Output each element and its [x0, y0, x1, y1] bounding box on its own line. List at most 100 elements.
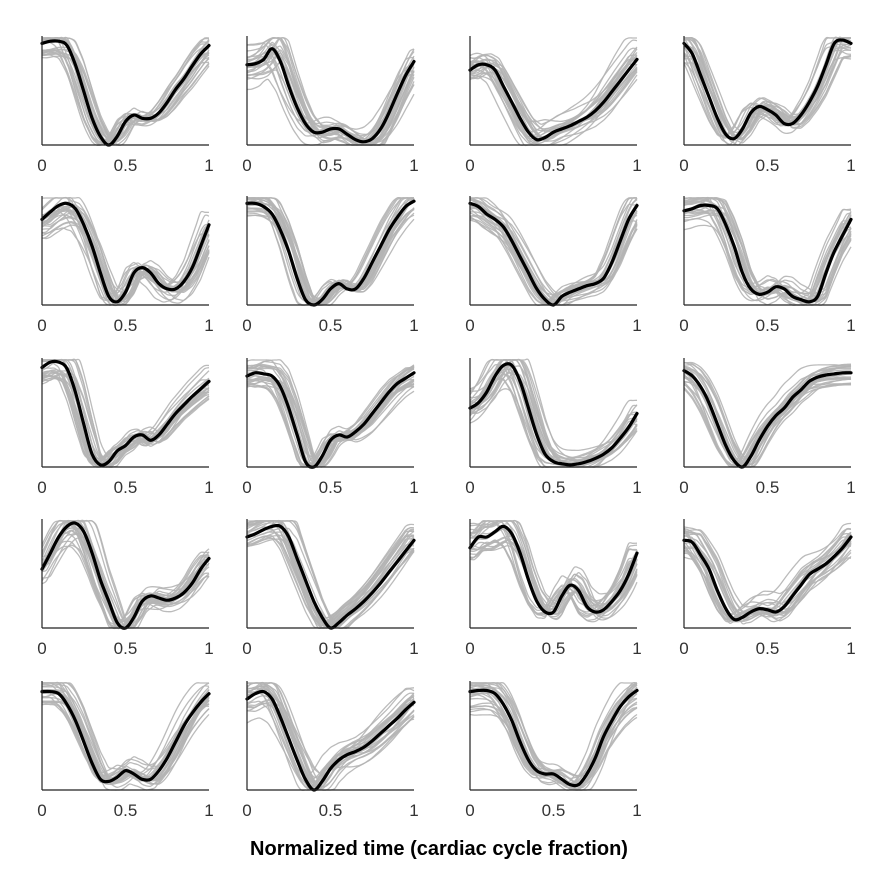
individual-trace [469, 197, 638, 305]
individual-trace [41, 49, 210, 146]
individual-trace [41, 37, 210, 146]
x-tick-label: 0.5 [542, 478, 566, 497]
panel-r2-c4: 0 0.5 1 [679, 196, 856, 335]
individual-trace [246, 365, 415, 467]
mean-line [40, 359, 211, 467]
panel-r3-c2: 0 0.5 1 [242, 358, 419, 497]
individual-trace [41, 372, 210, 466]
individual-trace [683, 367, 852, 468]
panel-r4-c4: 0 0.5 1 [679, 519, 856, 658]
individual-trace [469, 199, 638, 302]
individual-trace [246, 379, 415, 464]
individual-trace [683, 36, 852, 133]
individual-trace [246, 208, 415, 305]
individual-trace [246, 526, 415, 627]
panel-r2-c1: 0 0.5 1 [37, 196, 214, 335]
individual-trace [469, 196, 638, 304]
individual-trace [683, 522, 852, 616]
panel-r3-c4: 0 0.5 1 [679, 358, 856, 497]
x-tick-label: 1 [204, 156, 213, 175]
individual-trace [246, 198, 415, 306]
individual-trace [469, 197, 638, 305]
x-tick-label: 0 [465, 801, 474, 820]
individual-trace [41, 682, 210, 777]
mean-line [245, 523, 416, 630]
individual-traces [246, 359, 415, 469]
individual-trace [469, 541, 638, 616]
individual-trace [41, 522, 210, 626]
x-tick-label: 0 [242, 316, 251, 335]
individual-trace [41, 519, 210, 623]
panel-r4-c1: 0 0.5 1 [37, 519, 214, 658]
individual-trace [683, 36, 851, 139]
x-tick-label: 0 [242, 156, 251, 175]
x-tick-label: 0.5 [114, 801, 138, 820]
panel-r1-c3: 0 0.5 1 [465, 36, 642, 175]
individual-trace [469, 197, 638, 304]
x-tick-label: 0 [37, 156, 46, 175]
individual-trace [246, 60, 415, 130]
mean-line [468, 362, 639, 467]
x-tick-label: 1 [409, 316, 418, 335]
individual-trace [41, 521, 210, 630]
x-tick-label: 1 [632, 156, 641, 175]
x-tick-label: 1 [846, 156, 855, 175]
individual-traces [469, 519, 638, 623]
figure-x-axis-label: Normalized time (cardiac cycle fraction) [250, 838, 628, 860]
individual-trace [683, 362, 852, 468]
x-tick-label: 1 [632, 639, 641, 658]
x-tick-label: 1 [204, 316, 213, 335]
individual-trace [246, 717, 415, 790]
individual-trace [469, 59, 638, 145]
x-tick-label: 1 [409, 639, 418, 658]
individual-trace [469, 681, 638, 785]
mean-line [245, 371, 416, 469]
individual-trace [683, 367, 851, 468]
x-tick-label: 0 [37, 316, 46, 335]
x-tick-label: 1 [846, 316, 855, 335]
mean-line [245, 199, 416, 307]
individual-trace [683, 37, 852, 140]
individual-traces [683, 361, 852, 468]
x-tick-label: 1 [204, 801, 213, 820]
panel-r1-c1: 0 0.5 1 [37, 36, 214, 175]
panel-r2-c2: 0 0.5 1 [242, 196, 419, 335]
individual-trace [469, 520, 638, 621]
individual-traces [683, 522, 852, 625]
individual-trace [469, 683, 638, 784]
x-tick-label: 0.5 [542, 801, 566, 820]
individual-trace [41, 205, 210, 295]
x-tick-label: 1 [632, 478, 641, 497]
x-tick-label: 0.5 [114, 478, 138, 497]
panel-r3-c3: 0 0.5 1 [465, 358, 642, 497]
individual-trace [246, 49, 415, 146]
individual-trace [683, 40, 852, 139]
individual-trace [683, 56, 852, 141]
individual-trace [41, 519, 209, 628]
x-tick-label: 0.5 [542, 639, 566, 658]
mean-line [468, 688, 639, 788]
x-tick-label: 0.5 [114, 316, 138, 335]
individual-trace [246, 531, 415, 629]
individual-trace [246, 197, 414, 306]
mean-line [40, 39, 211, 147]
mean-line [682, 369, 853, 469]
mean-line [245, 689, 416, 792]
x-tick-label: 0.5 [114, 639, 138, 658]
individual-trace [469, 54, 638, 140]
x-tick-label: 0 [242, 639, 251, 658]
x-tick-label: 1 [409, 156, 418, 175]
x-tick-label: 0 [679, 316, 688, 335]
individual-trace [41, 519, 210, 629]
x-tick-label: 0 [465, 478, 474, 497]
mean-line [40, 201, 211, 304]
x-tick-label: 1 [632, 801, 641, 820]
individual-trace [246, 196, 414, 306]
individual-trace [246, 689, 415, 776]
panel-r5-c2: 0 0.5 1 [242, 681, 419, 820]
individual-trace [41, 701, 210, 783]
x-tick-label: 0 [679, 639, 688, 658]
individual-trace [683, 208, 852, 303]
individual-trace [41, 521, 210, 627]
x-tick-label: 0.5 [756, 478, 780, 497]
